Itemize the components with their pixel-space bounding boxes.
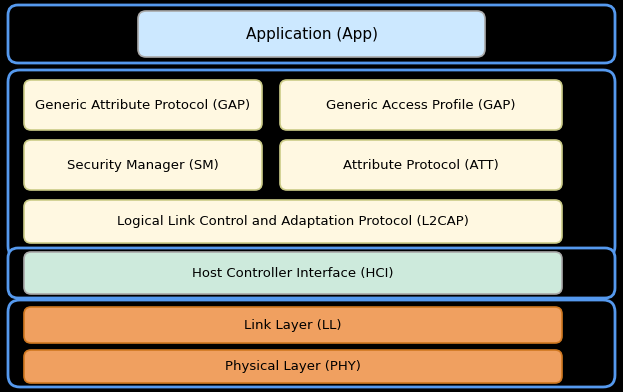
FancyBboxPatch shape xyxy=(24,200,562,243)
FancyBboxPatch shape xyxy=(280,80,562,130)
Text: Logical Link Control and Adaptation Protocol (L2CAP): Logical Link Control and Adaptation Prot… xyxy=(117,215,469,228)
FancyBboxPatch shape xyxy=(24,252,562,294)
FancyBboxPatch shape xyxy=(24,307,562,343)
Text: Security Manager (SM): Security Manager (SM) xyxy=(67,158,219,172)
FancyBboxPatch shape xyxy=(24,140,262,190)
Text: Attribute Protocol (ATT): Attribute Protocol (ATT) xyxy=(343,158,499,172)
Text: Host Controller Interface (HCI): Host Controller Interface (HCI) xyxy=(193,267,394,279)
Text: Generic Attribute Protocol (GAP): Generic Attribute Protocol (GAP) xyxy=(36,98,250,111)
FancyBboxPatch shape xyxy=(24,350,562,383)
Text: Application (App): Application (App) xyxy=(245,27,378,42)
FancyBboxPatch shape xyxy=(24,80,262,130)
FancyBboxPatch shape xyxy=(280,140,562,190)
FancyBboxPatch shape xyxy=(8,248,615,298)
FancyBboxPatch shape xyxy=(8,5,615,63)
FancyBboxPatch shape xyxy=(138,11,485,57)
Text: Generic Access Profile (GAP): Generic Access Profile (GAP) xyxy=(326,98,516,111)
FancyBboxPatch shape xyxy=(8,70,615,258)
Text: Physical Layer (PHY): Physical Layer (PHY) xyxy=(225,360,361,373)
FancyBboxPatch shape xyxy=(8,300,615,387)
Text: Link Layer (LL): Link Layer (LL) xyxy=(244,318,342,332)
